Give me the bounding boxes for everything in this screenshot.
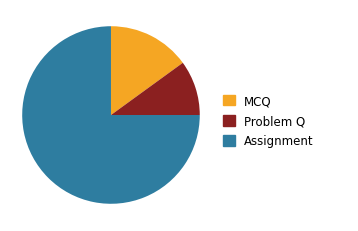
Wedge shape <box>111 27 183 116</box>
Wedge shape <box>22 27 200 204</box>
Wedge shape <box>111 64 200 116</box>
Legend: MCQ, Problem Q, Assignment: MCQ, Problem Q, Assignment <box>221 92 316 150</box>
